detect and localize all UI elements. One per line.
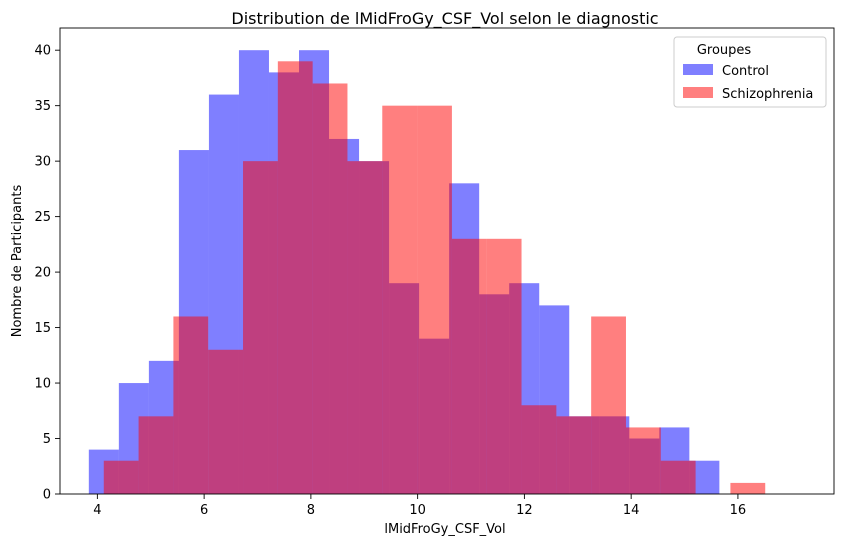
legend-label-schizophrenia: Schizophrenia [722, 87, 813, 102]
bar-schizophrenia [138, 416, 174, 494]
bar-schizophrenia [173, 316, 209, 494]
x-tick-label: 4 [93, 503, 101, 518]
y-tick-label: 5 [43, 432, 51, 447]
x-tick-label: 16 [730, 503, 747, 518]
y-tick-label: 25 [34, 210, 51, 225]
y-tick-label: 15 [34, 321, 51, 336]
x-axis: 4 6 8 10 12 14 16 [93, 494, 746, 518]
y-tick-label: 10 [34, 377, 51, 392]
bar-schizophrenia [660, 460, 696, 494]
bar-schizophrenia [625, 427, 661, 494]
bar-schizophrenia [347, 161, 383, 494]
series-schizophrenia [103, 61, 766, 495]
y-tick-label: 40 [34, 44, 51, 59]
legend-swatch-control [683, 64, 713, 75]
bar-schizophrenia [591, 316, 626, 494]
x-axis-label: lMidFroGy_CSF_Vol [384, 522, 505, 537]
chart-title: Distribution de lMidFroGy_CSF_Vol selon … [231, 9, 658, 29]
legend-label-control: Control [722, 64, 769, 79]
bar-schizophrenia [103, 460, 139, 494]
y-tick-label: 35 [34, 99, 51, 114]
legend-swatch-schizophrenia [683, 87, 713, 98]
legend: Groupes Control Schizophrenia [673, 36, 827, 108]
x-tick-label: 8 [307, 503, 315, 518]
bar-schizophrenia [730, 482, 766, 494]
bar-schizophrenia [312, 83, 348, 494]
bar-schizophrenia [486, 238, 522, 494]
x-tick-label: 6 [200, 503, 208, 518]
bar-schizophrenia [521, 405, 557, 494]
plot-frame [59, 27, 835, 495]
x-tick-label: 12 [516, 503, 533, 518]
bar-schizophrenia [382, 105, 418, 495]
x-tick-label: 10 [409, 503, 426, 518]
bar-schizophrenia [243, 161, 278, 494]
legend-title: Groupes [697, 43, 752, 58]
bar-schizophrenia [277, 61, 313, 494]
y-axis: 0 5 10 15 20 25 30 35 40 [34, 44, 60, 503]
bars-layer [88, 50, 766, 495]
y-axis-label: Nombre de Participants [10, 185, 25, 338]
bar-schizophrenia [208, 349, 244, 494]
y-tick-label: 30 [34, 155, 51, 170]
x-tick-label: 14 [623, 503, 640, 518]
bar-schizophrenia [417, 105, 452, 495]
bar-schizophrenia [451, 238, 487, 494]
bar-schizophrenia [556, 416, 592, 494]
y-tick-label: 20 [34, 266, 51, 281]
y-tick-label: 0 [43, 488, 51, 503]
